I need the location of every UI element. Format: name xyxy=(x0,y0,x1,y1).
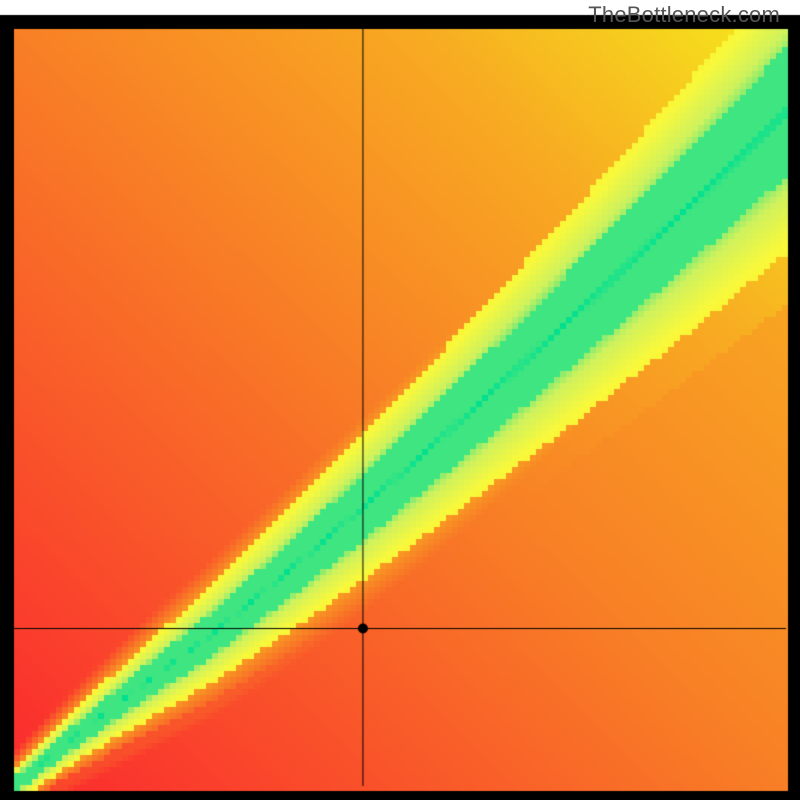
bottleneck-heatmap-canvas xyxy=(0,0,800,800)
chart-container: TheBottleneck.com xyxy=(0,0,800,800)
watermark-text: TheBottleneck.com xyxy=(588,2,780,28)
